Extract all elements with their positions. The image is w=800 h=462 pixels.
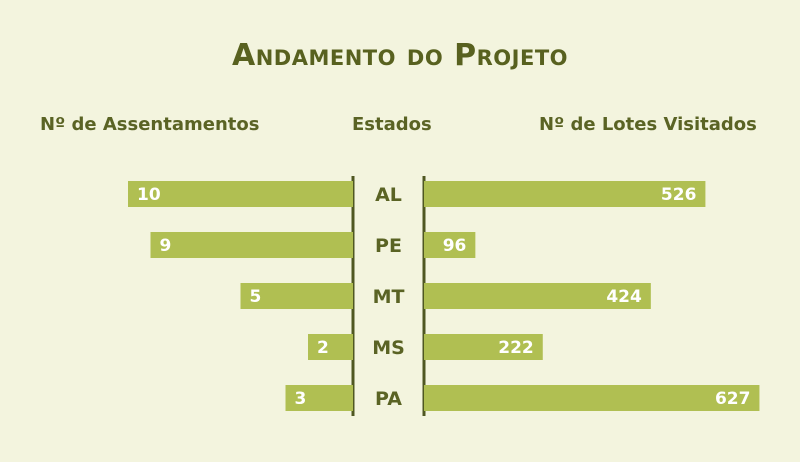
bar-lotes-al: [424, 181, 706, 207]
label-assentamentos-mt: 5: [250, 287, 262, 307]
bar-lotes-pe: [424, 232, 476, 258]
state-label-al: AL: [375, 184, 402, 206]
label-lotes-ms: 222: [498, 338, 534, 358]
right-series-header: Nº de Lotes Visitados: [539, 114, 757, 135]
label-assentamentos-al: 10: [137, 185, 161, 205]
bar-assentamentos-pa: [285, 385, 353, 411]
label-assentamentos-pa: 3: [295, 389, 307, 409]
label-lotes-mt: 424: [606, 287, 642, 307]
label-lotes-pa: 627: [715, 389, 751, 409]
bar-lotes-pa: [424, 385, 760, 411]
bar-lotes-ms: [424, 334, 543, 360]
state-label-ms: MS: [372, 337, 405, 359]
label-lotes-al: 526: [661, 185, 697, 205]
bar-assentamentos-ms: [308, 334, 353, 360]
state-label-pe: PE: [375, 235, 402, 257]
bar-lotes-mt: [424, 283, 651, 309]
label-assentamentos-pe: 9: [160, 236, 172, 256]
label-lotes-pe: 96: [443, 236, 467, 256]
bar-assentamentos-mt: [240, 283, 353, 309]
category-header: Estados: [352, 114, 432, 135]
left-series-header: Nº de Assentamentos: [40, 114, 260, 135]
state-label-mt: MT: [373, 286, 405, 308]
chart-title: Andamento do Projeto: [232, 38, 568, 73]
label-assentamentos-ms: 2: [317, 338, 329, 358]
bar-assentamentos-pe: [150, 232, 353, 258]
bar-assentamentos-al: [128, 181, 353, 207]
state-label-pa: PA: [375, 388, 402, 410]
